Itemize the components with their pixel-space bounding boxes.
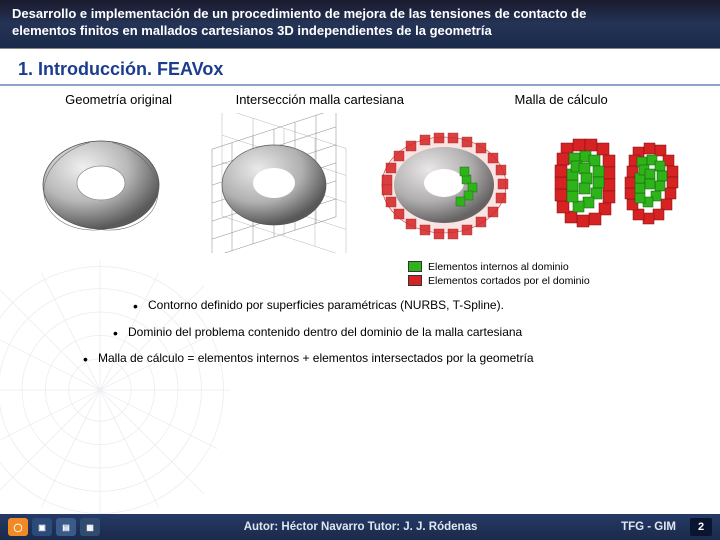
- figure-voxel-section: [539, 113, 699, 253]
- figure-original-geometry: [21, 113, 181, 253]
- footer-logos: ◯ ▣ ▤ ▦: [8, 518, 100, 536]
- legend: Elementos internos al dominio Elementos …: [408, 261, 702, 287]
- col-header-3: Malla de cálculo: [420, 92, 702, 107]
- bullet-1: Contorno definido por superficies paramé…: [18, 297, 702, 314]
- figure-voxel-torus: [366, 113, 526, 253]
- section-title: 1. Introducción. FEAVox: [0, 49, 720, 86]
- logo-2-icon: ▣: [32, 518, 52, 536]
- legend-label-cut: Elementos cortados por el dominio: [428, 275, 590, 287]
- figure-row: [18, 113, 702, 253]
- footer-authors: Autor: Héctor Navarro Tutor: J. J. Róden…: [100, 521, 621, 533]
- bullet-2: Dominio del problema contenido dentro de…: [18, 324, 702, 341]
- legend-item-internal: Elementos internos al dominio: [408, 261, 702, 273]
- legend-item-cut: Elementos cortados por el dominio: [408, 275, 702, 287]
- header-title-line2: elementos finitos en mallados cartesiano…: [12, 23, 708, 40]
- col-header-1: Geometría original: [18, 92, 219, 107]
- figure-mesh-intersection: [194, 113, 354, 253]
- footer-project: TFG - GIM: [621, 521, 676, 533]
- logo-3-icon: ▤: [56, 518, 76, 536]
- logo-1-icon: ◯: [8, 518, 28, 536]
- footer-right: TFG - GIM 2: [621, 518, 712, 536]
- slide-header: Desarrollo e implementación de un proced…: [0, 0, 720, 49]
- slide-footer: ◯ ▣ ▤ ▦ Autor: Héctor Navarro Tutor: J. …: [0, 514, 720, 540]
- header-title-line1: Desarrollo e implementación de un proced…: [12, 6, 708, 23]
- logo-4-icon: ▦: [80, 518, 100, 536]
- legend-swatch-green: [408, 261, 422, 272]
- legend-swatch-red: [408, 275, 422, 286]
- bullet-list: Contorno definido por superficies paramé…: [18, 297, 702, 367]
- bullet-3: Malla de cálculo = elementos internos + …: [18, 350, 702, 367]
- slide-content: Geometría original Intersección malla ca…: [0, 92, 720, 367]
- legend-label-internal: Elementos internos al dominio: [428, 261, 569, 273]
- page-number: 2: [690, 518, 712, 536]
- column-headers: Geometría original Intersección malla ca…: [18, 92, 702, 107]
- col-header-2: Intersección malla cartesiana: [219, 92, 420, 107]
